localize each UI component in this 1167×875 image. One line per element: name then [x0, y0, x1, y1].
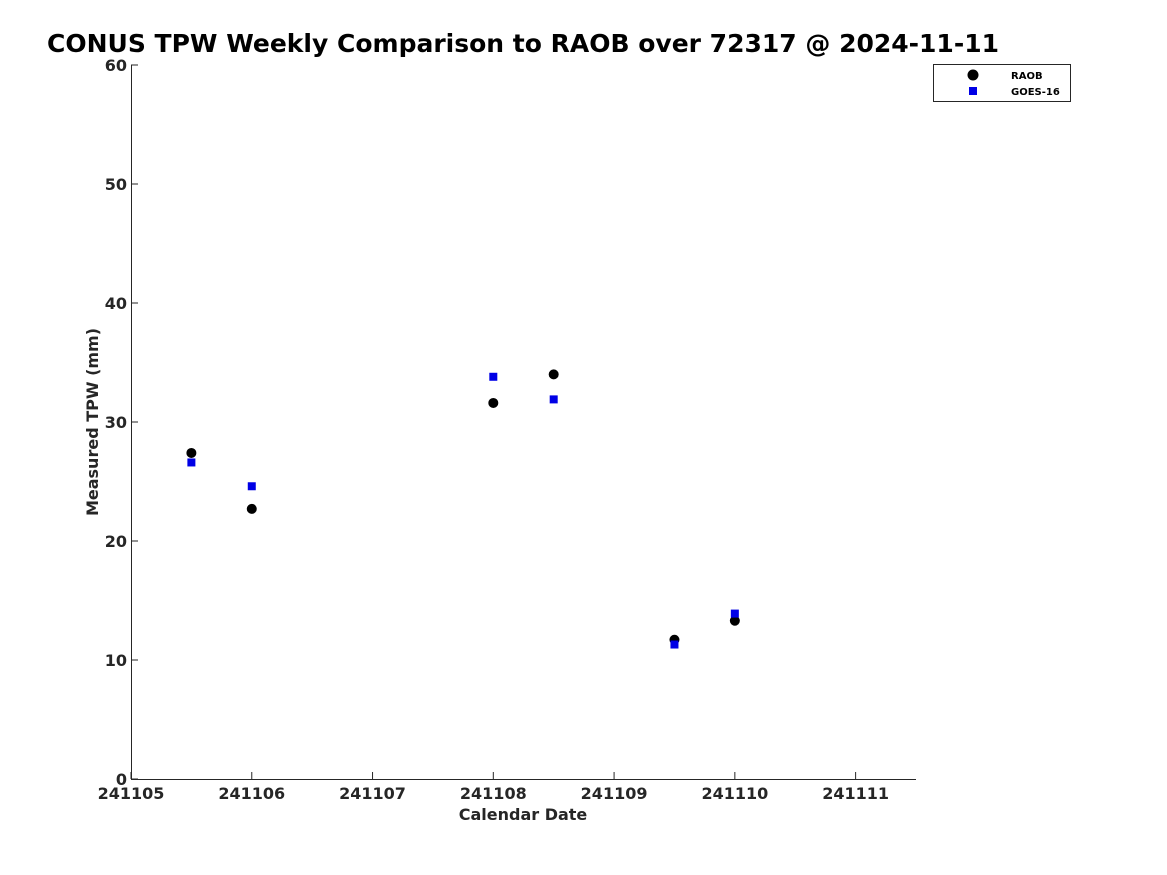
x-axis-ticks: 241105 241106 241107 241108 241109 241110 2411…	[98, 772, 889, 803]
y-tick-label: 10	[105, 651, 127, 670]
legend-box	[933, 64, 1071, 102]
y-tick-label: 40	[105, 294, 127, 313]
x-tick-label: 241105	[98, 784, 165, 803]
y-tick-label: 30	[105, 413, 127, 432]
x-tick-label: 241109	[581, 784, 648, 803]
data-point-goes-16	[247, 482, 256, 491]
x-tick-label: 241107	[339, 784, 406, 803]
data-points	[186, 369, 740, 649]
data-point-raob	[548, 369, 559, 380]
data-point-goes-16	[489, 372, 498, 381]
x-axis-label: Calendar Date	[459, 805, 588, 824]
x-tick-label: 241110	[701, 784, 768, 803]
data-point-raob	[186, 447, 197, 458]
data-point-raob	[246, 503, 257, 514]
legend-marker-raob	[967, 69, 979, 81]
data-point-goes-16	[670, 640, 679, 649]
y-tick-label: 50	[105, 175, 127, 194]
x-tick-label: 241106	[218, 784, 285, 803]
chart-title: CONUS TPW Weekly Comparison to RAOB over…	[47, 29, 999, 58]
legend-label-goes: GOES-16	[1011, 87, 1060, 98]
x-tick-label: 241108	[460, 784, 527, 803]
data-point-raob	[729, 615, 740, 626]
x-tick-label: 241111	[822, 784, 889, 803]
legend-label-raob: RAOB	[1011, 71, 1043, 82]
y-axis-ticks: 0 10 20 30 40 50 60	[105, 56, 138, 789]
data-point-raob	[488, 397, 499, 408]
legend-marker-goes	[969, 87, 977, 95]
legend: RAOB GOES-16	[933, 64, 1071, 102]
y-tick-label: 20	[105, 532, 127, 551]
data-point-goes-16	[730, 609, 739, 618]
y-tick-label: 0	[116, 770, 127, 789]
y-axis-label: Measured TPW (mm)	[83, 328, 102, 516]
y-tick-label: 60	[105, 56, 127, 75]
data-point-goes-16	[549, 395, 558, 404]
data-point-goes-16	[187, 458, 196, 467]
